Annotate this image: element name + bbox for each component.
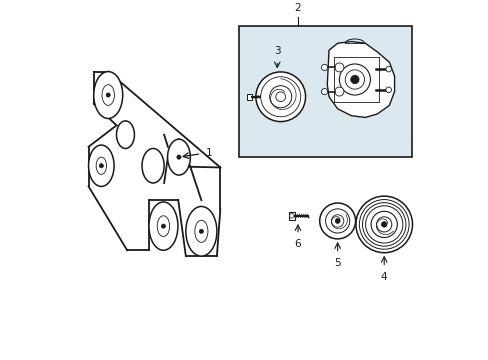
Text: 3: 3 [273, 46, 280, 56]
Circle shape [381, 222, 386, 227]
Circle shape [106, 93, 110, 97]
Circle shape [289, 213, 293, 218]
Circle shape [362, 203, 405, 246]
Polygon shape [326, 41, 394, 117]
Ellipse shape [142, 148, 164, 183]
Ellipse shape [116, 121, 134, 148]
Circle shape [335, 219, 339, 223]
Circle shape [331, 215, 343, 227]
Circle shape [319, 203, 355, 239]
Text: 1: 1 [205, 148, 212, 158]
Circle shape [370, 211, 397, 238]
FancyBboxPatch shape [288, 212, 294, 220]
Circle shape [345, 70, 364, 89]
Circle shape [325, 209, 349, 233]
Ellipse shape [167, 139, 190, 175]
Circle shape [376, 217, 391, 232]
Circle shape [365, 206, 402, 243]
Ellipse shape [185, 206, 217, 256]
FancyBboxPatch shape [239, 26, 411, 157]
FancyBboxPatch shape [247, 94, 252, 100]
Circle shape [350, 75, 358, 84]
Circle shape [269, 86, 291, 108]
Circle shape [321, 89, 327, 95]
Circle shape [334, 63, 343, 72]
Ellipse shape [88, 145, 114, 186]
Circle shape [99, 164, 103, 168]
Ellipse shape [94, 72, 122, 118]
Circle shape [355, 196, 412, 253]
Circle shape [339, 64, 370, 95]
Circle shape [161, 224, 165, 228]
Text: 6: 6 [294, 239, 301, 249]
Circle shape [321, 64, 327, 71]
Ellipse shape [149, 202, 178, 250]
Circle shape [334, 87, 343, 96]
Text: 5: 5 [334, 258, 340, 268]
Circle shape [275, 92, 285, 102]
Circle shape [255, 72, 305, 122]
Text: 4: 4 [380, 272, 387, 282]
Circle shape [177, 155, 181, 159]
Circle shape [359, 199, 408, 249]
Circle shape [199, 229, 203, 233]
Text: 2: 2 [294, 3, 301, 13]
Circle shape [385, 66, 391, 72]
Circle shape [260, 77, 300, 117]
Circle shape [385, 87, 391, 93]
